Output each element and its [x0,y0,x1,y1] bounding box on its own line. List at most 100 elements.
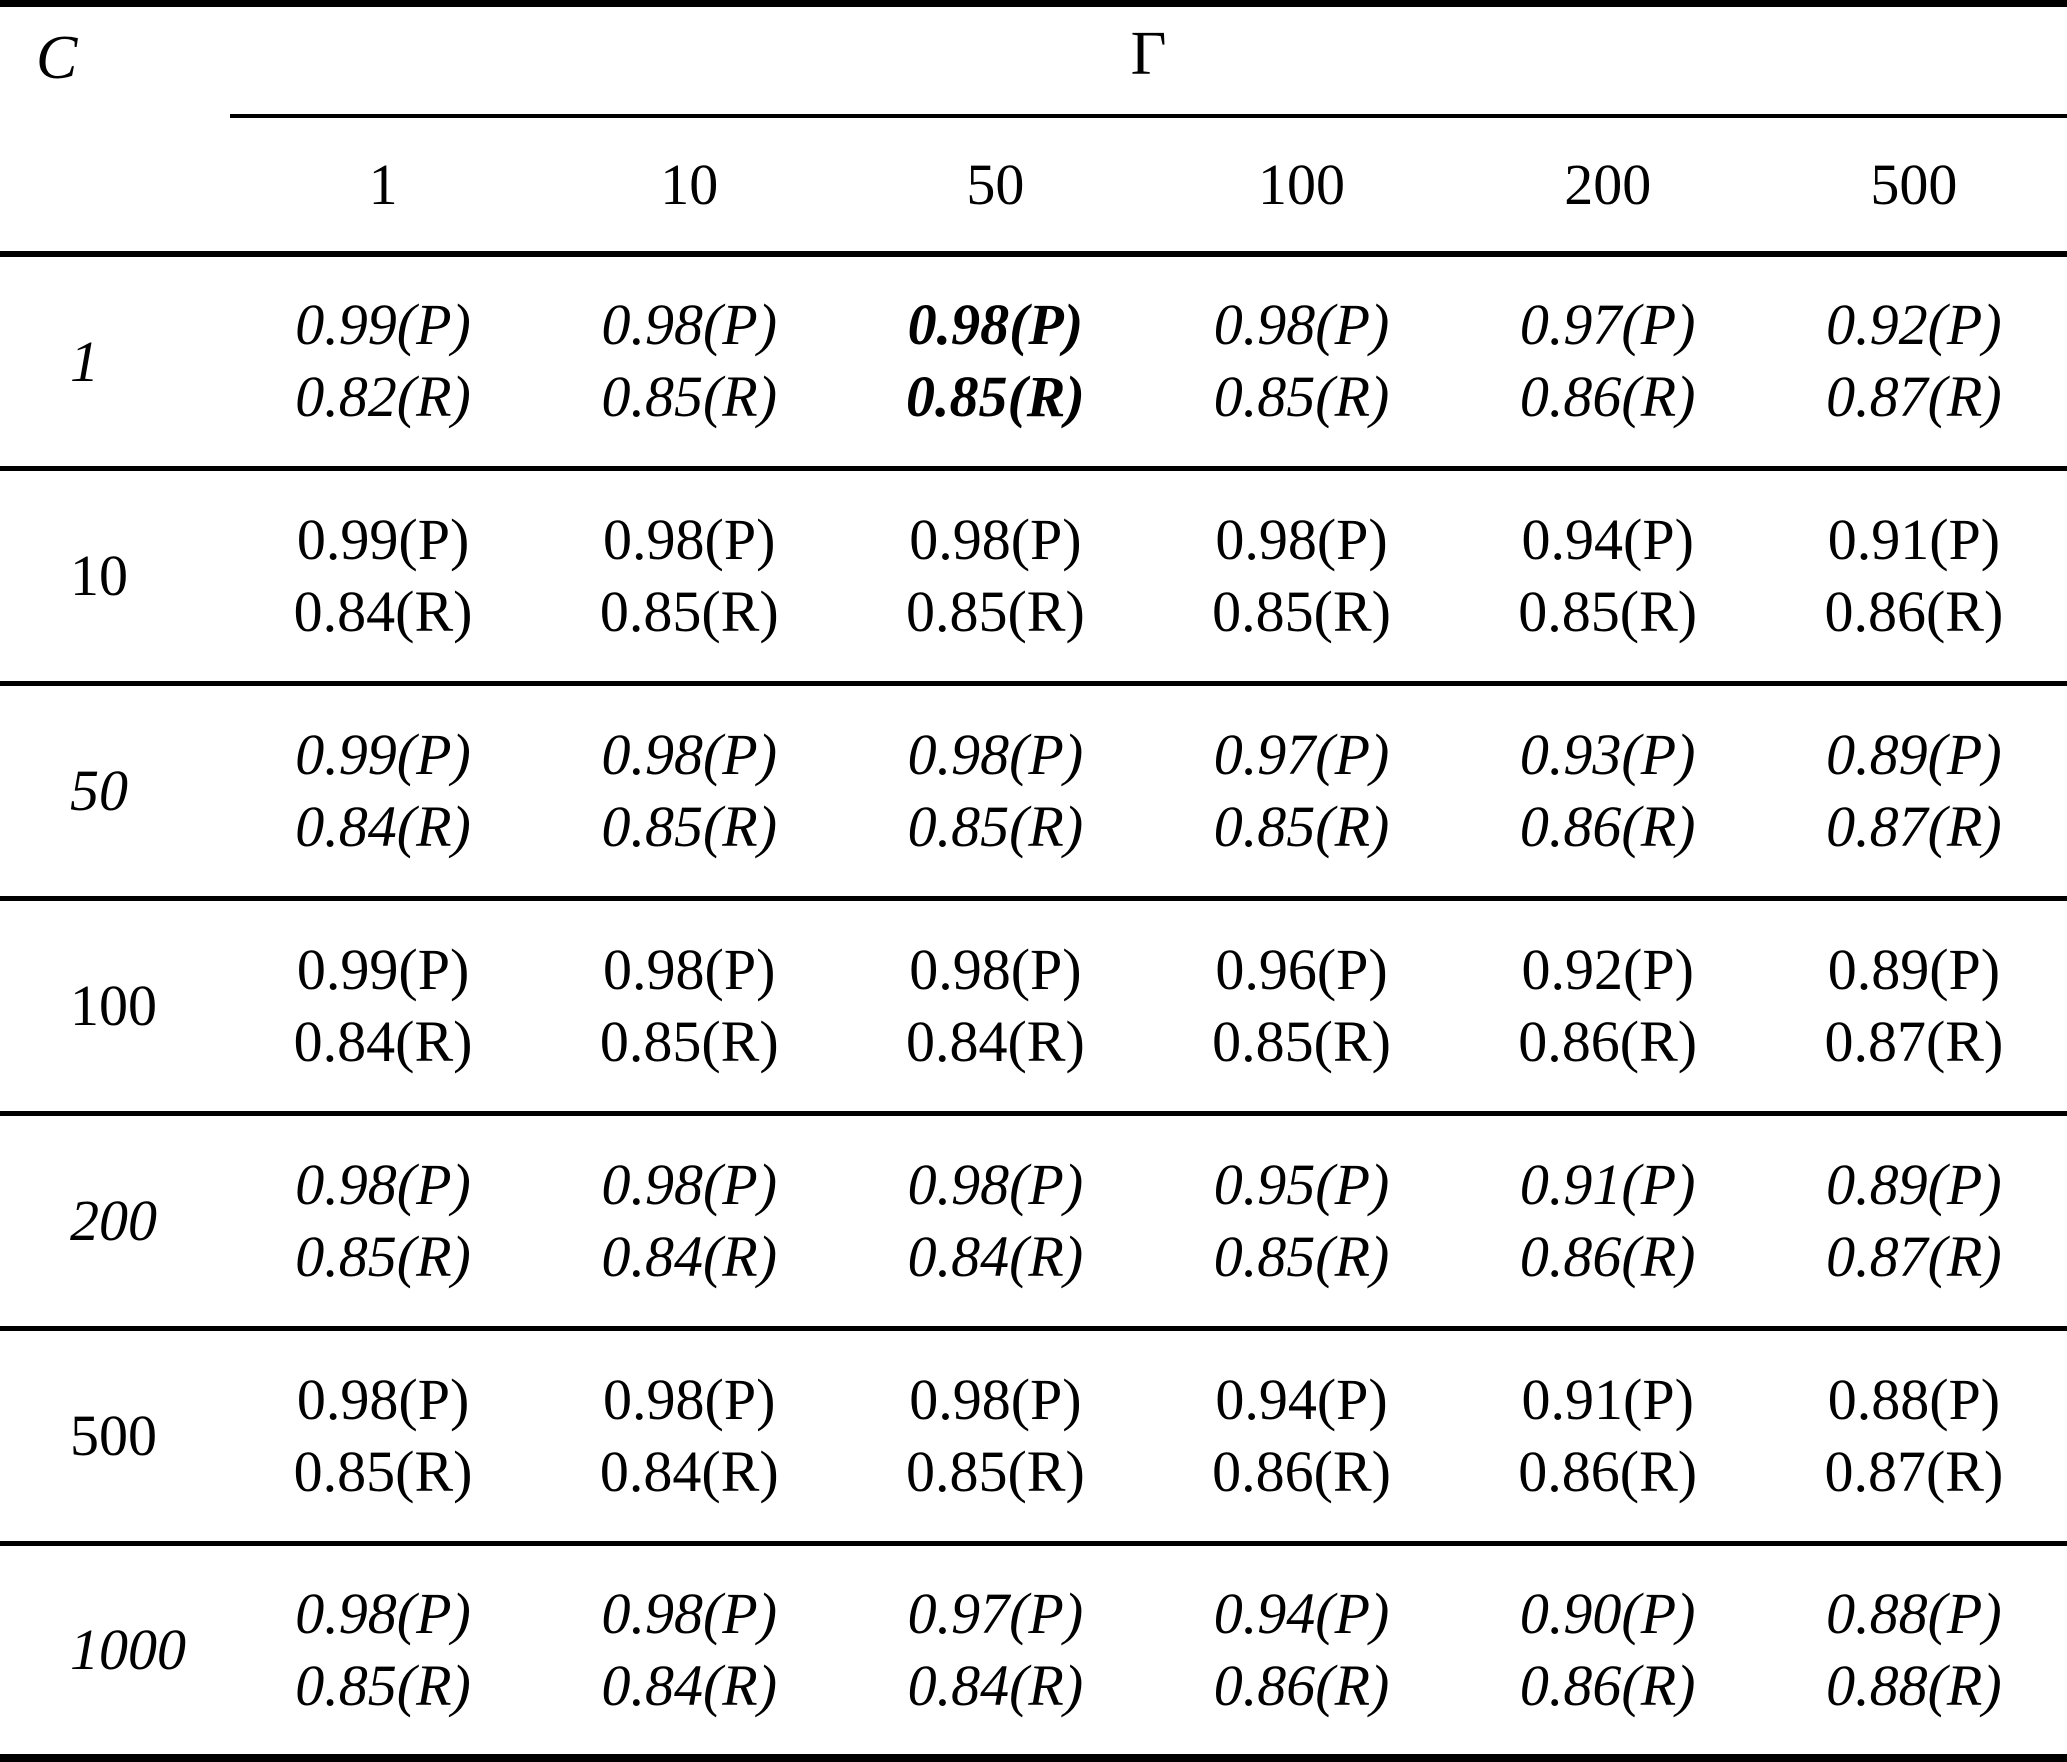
recall-value: 0.87(R) [1826,364,2002,430]
data-cell: 0.98(P) 0.84(R) [842,1113,1148,1328]
recall-value: 0.82(R) [295,364,471,430]
precision-value: 0.98(P) [601,1580,778,1646]
data-cell: 0.99(P) 0.84(R) [230,683,536,898]
column-header-500: 500 [1870,151,1958,217]
precision-value: 0.99(P) [296,936,470,1002]
recall-value: 0.84(R) [295,793,471,859]
recall-value: 0.85(R) [1212,1008,1391,1074]
recall-value: 0.85(R) [1213,793,1390,859]
group-header-label: Γ [1130,20,1167,88]
recall-value: 0.85(R) [1213,1223,1390,1289]
recall-value: 0.85(R) [905,364,1085,430]
row-label: 10 [70,543,128,609]
data-cell: 0.94(P) 0.86(R) [1148,1543,1454,1758]
row-label: 1000 [70,1617,186,1683]
column-header-row: 1 10 50 100 200 500 [0,116,2067,254]
recall-value: 0.84(R) [293,1008,473,1074]
recall-value: 0.85(R) [601,364,778,430]
precision-value: 0.98(P) [601,292,778,358]
recall-value: 0.86(R) [1519,364,1696,430]
precision-value: 0.88(P) [1826,1580,2002,1646]
table-row-c1000: 1000 0.98(P) 0.85(R) 0.98(P) 0.84(R) 0.9… [0,1543,2067,1758]
data-cell: 0.98(P) 0.84(R) [842,898,1148,1113]
recall-value: 0.86(R) [1519,793,1696,859]
recall-value: 0.86(R) [1518,1008,1698,1074]
precision-value: 0.97(P) [907,1580,1084,1646]
precision-value: 0.98(P) [907,1151,1084,1217]
precision-value: 0.98(P) [907,292,1084,358]
data-cell: 0.97(P) 0.86(R) [1455,254,1761,469]
data-cell: 0.98(P) 0.85(R) [1148,254,1454,469]
precision-value: 0.99(P) [295,721,471,787]
data-cell: 0.98(P) 0.85(R) [230,1328,536,1543]
precision-value: 0.92(P) [1521,936,1694,1002]
data-cell: 0.94(P) 0.86(R) [1148,1328,1454,1543]
recall-value: 0.84(R) [905,1008,1085,1074]
row-label: 50 [70,758,128,824]
data-cell: 0.88(P) 0.87(R) [1761,1328,2067,1543]
data-cell: 0.98(P) 0.84(R) [536,1328,842,1543]
precision-value: 0.94(P) [1215,1366,1388,1432]
data-cell: 0.89(P) 0.87(R) [1761,1113,2067,1328]
row-label: 200 [70,1188,157,1254]
precision-value: 0.96(P) [1215,936,1388,1002]
precision-value: 0.91(P) [1519,1151,1696,1217]
precision-value: 0.98(P) [603,936,776,1002]
data-cell: 0.98(P) 0.85(R) [842,468,1148,683]
data-cell: 0.98(P) 0.85(R) [1148,468,1454,683]
data-cell: 0.91(P) 0.86(R) [1455,1328,1761,1543]
recall-value: 0.86(R) [1519,1223,1696,1289]
column-header-200: 200 [1564,151,1652,217]
data-cell: 0.97(P) 0.84(R) [842,1543,1148,1758]
table-row-c500: 500 0.98(P) 0.85(R) 0.98(P) 0.84(R) 0.98… [0,1328,2067,1544]
precision-value: 0.97(P) [1519,292,1696,358]
group-header-gamma: Γ [230,3,2067,118]
data-cell: 0.99(P) 0.84(R) [230,468,536,683]
recall-value: 0.84(R) [601,1652,778,1718]
precision-value: 0.98(P) [909,506,1082,572]
recall-value: 0.87(R) [1826,793,2002,859]
precision-value: 0.98(P) [601,721,778,787]
recall-value: 0.84(R) [599,1438,779,1504]
precision-value: 0.98(P) [909,936,1082,1002]
precision-value: 0.89(P) [1826,721,2002,787]
recall-value: 0.88(R) [1826,1652,2002,1718]
table-row-c1: 1 0.99(P) 0.82(R) 0.98(P) 0.85(R) 0.98(P… [0,254,2067,469]
column-header-10: 10 [660,151,719,217]
data-cell: 0.98(P) 0.85(R) [230,1113,536,1328]
data-cell-best: 0.98(P) 0.85(R) [842,254,1148,469]
data-cell: 0.91(P) 0.86(R) [1455,1113,1761,1328]
recall-value: 0.85(R) [599,578,779,644]
data-cell: 0.97(P) 0.85(R) [1148,683,1454,898]
precision-value: 0.98(P) [601,1151,778,1217]
data-cell: 0.98(P) 0.85(R) [536,898,842,1113]
recall-value: 0.85(R) [601,793,778,859]
precision-value: 0.90(P) [1519,1580,1696,1646]
data-cell: 0.99(P) 0.84(R) [230,898,536,1113]
data-cell: 0.98(P) 0.84(R) [536,1543,842,1758]
column-header-1: 1 [368,151,398,217]
precision-value: 0.98(P) [295,1580,471,1646]
precision-value: 0.98(P) [909,1366,1082,1432]
data-cell: 0.92(P) 0.86(R) [1455,898,1761,1113]
precision-value: 0.98(P) [907,721,1084,787]
recall-value: 0.86(R) [1519,1652,1696,1718]
data-cell: 0.98(P) 0.85(R) [536,468,842,683]
data-cell: 0.95(P) 0.85(R) [1148,1113,1454,1328]
table-row-c10: 10 0.99(P) 0.84(R) 0.98(P) 0.85(R) 0.98(… [0,468,2067,684]
corner-header-label: C [36,24,78,92]
recall-value: 0.86(R) [1213,1652,1390,1718]
recall-value: 0.85(R) [599,1008,779,1074]
recall-value: 0.87(R) [1826,1223,2002,1289]
data-cell: 0.99(P) 0.82(R) [230,254,536,469]
precision-value: 0.97(P) [1213,721,1390,787]
recall-value: 0.85(R) [905,578,1085,644]
table-row-c200: 200 0.98(P) 0.85(R) 0.98(P) 0.84(R) 0.98… [0,1113,2067,1329]
precision-value: 0.95(P) [1213,1151,1390,1217]
recall-value: 0.85(R) [295,1223,471,1289]
group-header-row: C Γ [0,3,2067,118]
recall-value: 0.87(R) [1824,1008,2004,1074]
data-cell: 0.93(P) 0.86(R) [1455,683,1761,898]
